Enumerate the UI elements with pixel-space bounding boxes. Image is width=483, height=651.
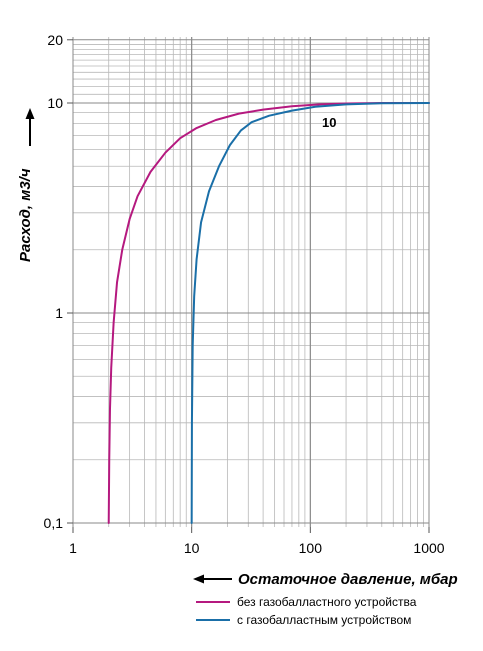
x-tick-label: 10 (184, 540, 200, 556)
y-tick-label: 1 (55, 305, 63, 321)
curve-annotation: 10 (322, 115, 336, 130)
y-axis-title: Расход, м3/ч (17, 168, 34, 262)
x-tick-label: 1 (69, 540, 77, 556)
y-tick-label: 20 (47, 32, 63, 48)
series-gas-ballast (190, 102, 430, 524)
grid-minor (73, 37, 429, 527)
y-axis-arrow-icon (25, 108, 35, 119)
x-axis-title: Остаточное давление, мбар (238, 571, 458, 588)
y-axis-title-group: Расход, м3/ч (17, 108, 35, 262)
y-tick-label: 10 (47, 95, 63, 111)
series-layer (107, 102, 430, 524)
x-tick-label: 1000 (413, 540, 444, 556)
x-tick-label: 100 (299, 540, 323, 556)
legend-label-gas-ballast: с газобалластным устройством (237, 613, 411, 627)
tick-labels: 1 10 100 1000 0,1 1 10 20 (44, 32, 445, 556)
y-tick-label: 0,1 (44, 515, 64, 531)
series-no-gas-ballast (107, 102, 430, 524)
x-axis-arrow-icon (193, 574, 204, 584)
legend-label-no-gas-ballast: без газобалластного устройства (237, 595, 417, 609)
grid-major (72, 37, 430, 527)
x-axis-title-group: Остаточное давление, мбар (193, 571, 458, 588)
legend: без газобалластного устройства с газобал… (196, 595, 417, 627)
